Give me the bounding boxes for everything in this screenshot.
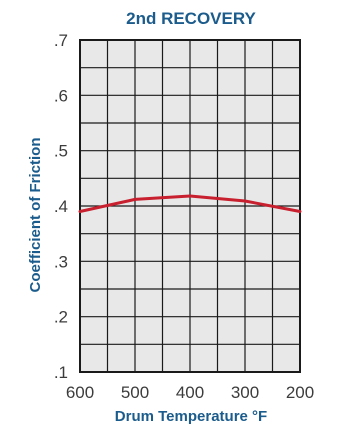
y-tick-label: .2	[54, 308, 68, 327]
y-tick-label: .5	[54, 142, 68, 161]
y-tick-label: .4	[54, 197, 68, 216]
x-axis-ticks: 600 500 400 300 200	[66, 383, 314, 402]
y-tick-label: .3	[54, 252, 68, 271]
plot-border	[79, 39, 301, 373]
y-axis-ticks: .7 .6 .5 .4 .3 .2 .1	[54, 31, 68, 382]
x-tick-label: 200	[286, 383, 314, 402]
y-tick-label: .1	[54, 363, 68, 382]
series-layer	[78, 194, 302, 213]
y-tick-label: .7	[54, 31, 68, 50]
x-tick-label: 500	[121, 383, 149, 402]
x-tick-label: 300	[231, 383, 259, 402]
x-tick-label: 600	[66, 383, 94, 402]
chart-title: 2nd RECOVERY	[126, 9, 256, 28]
series-line	[78, 194, 302, 213]
x-axis-title: Drum Temperature °F	[115, 408, 267, 425]
y-axis-title: Coefficient of Friction	[27, 138, 44, 293]
y-tick-label: .6	[54, 86, 68, 105]
x-tick-label: 400	[176, 383, 204, 402]
